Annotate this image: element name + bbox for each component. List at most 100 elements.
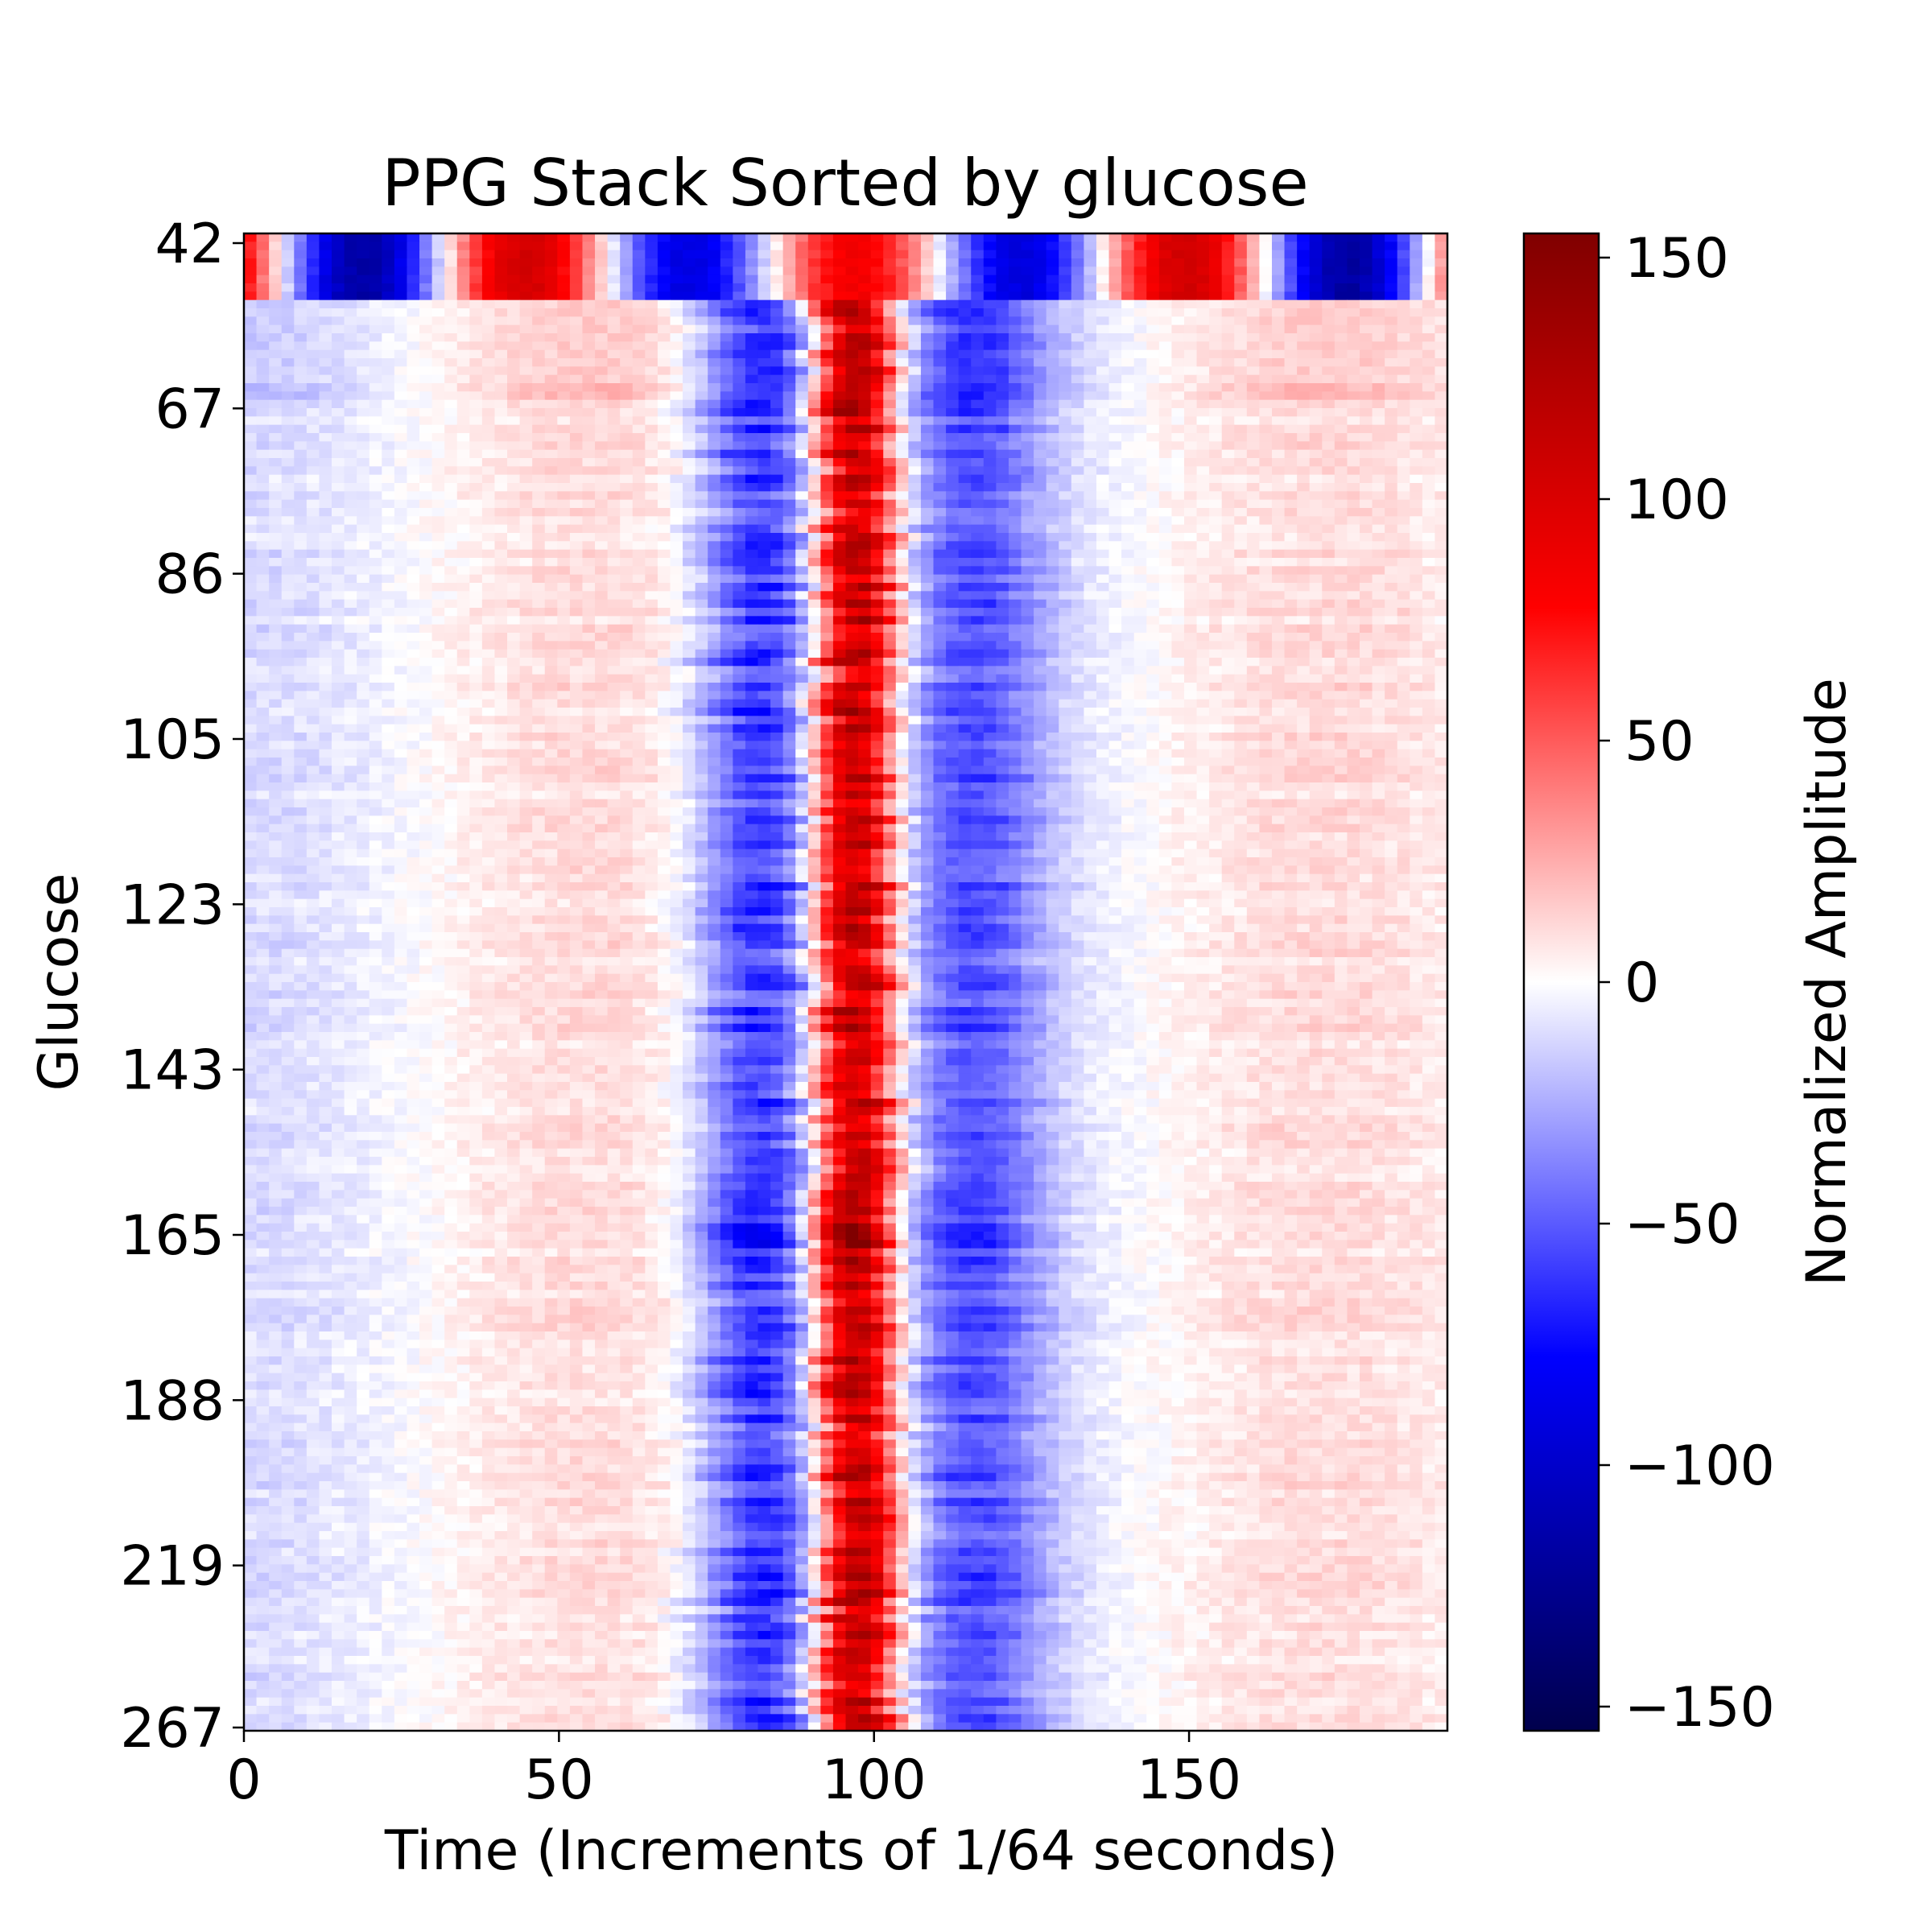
- heatmap-cell: [557, 349, 571, 359]
- heatmap-cell: [1246, 524, 1260, 534]
- heatmap-cell: [1359, 624, 1373, 634]
- heatmap-cell: [820, 574, 834, 584]
- heatmap-cell: [782, 499, 796, 509]
- heatmap-cell: [933, 583, 947, 592]
- heatmap-cell: [569, 374, 584, 384]
- heatmap-cell: [419, 466, 433, 476]
- heatmap-cell: [319, 275, 332, 284]
- heatmap-cell: [1234, 308, 1248, 317]
- heatmap-cell: [708, 399, 721, 409]
- heatmap-cell: [1435, 624, 1447, 634]
- heatmap-cell: [1108, 608, 1122, 617]
- heatmap-cell: [1108, 324, 1122, 334]
- heatmap-cell: [733, 549, 746, 559]
- heatmap-cell: [507, 416, 521, 426]
- heatmap-cell: [958, 449, 972, 459]
- heatmap-cell: [1422, 583, 1436, 592]
- heatmap-cell: [431, 424, 445, 434]
- heatmap-cell: [1171, 541, 1185, 551]
- heatmap-cell: [883, 383, 897, 392]
- heatmap-cell: [971, 250, 985, 259]
- heatmap-cell: [895, 424, 909, 434]
- heatmap-cell: [1158, 341, 1172, 351]
- heatmap-cell: [456, 266, 470, 276]
- heatmap-cell: [1034, 641, 1047, 650]
- heatmap-cell: [807, 416, 821, 426]
- heatmap-cell: [244, 591, 258, 601]
- heatmap-cell: [1196, 616, 1210, 625]
- heatmap-cell: [845, 283, 859, 292]
- heatmap-cell: [1158, 366, 1172, 376]
- heatmap-cell: [1096, 499, 1110, 509]
- heatmap-cell: [444, 416, 458, 426]
- heatmap-cell: [1021, 275, 1034, 284]
- heatmap-cell: [394, 491, 408, 501]
- heatmap-cell: [820, 649, 834, 658]
- heatmap-cell: [858, 333, 872, 342]
- heatmap-cell: [883, 291, 897, 301]
- heatmap-cell: [1234, 483, 1248, 492]
- heatmap-cell: [1008, 474, 1022, 484]
- heatmap-cell: [1284, 333, 1298, 342]
- heatmap-cell: [1422, 399, 1436, 409]
- heatmap-cell: [1385, 416, 1398, 426]
- heatmap-cell: [770, 558, 784, 567]
- heatmap-cell: [332, 433, 345, 442]
- heatmap-cell: [1133, 574, 1147, 584]
- heatmap-cell: [845, 449, 859, 459]
- heatmap-cell: [670, 641, 683, 650]
- heatmap-cell: [582, 541, 596, 551]
- heatmap-cell: [444, 599, 458, 609]
- heatmap-cell: [1385, 491, 1398, 501]
- heatmap-cell: [519, 316, 533, 326]
- heatmap-cell: [845, 466, 859, 476]
- heatmap-cell: [1121, 649, 1135, 658]
- heatmap-cell: [733, 458, 746, 467]
- heatmap-cell: [845, 649, 859, 658]
- heatmap-cell: [695, 508, 708, 517]
- heatmap-cell: [883, 566, 897, 576]
- heatmap-cell: [670, 366, 683, 376]
- heatmap-cell: [269, 449, 283, 459]
- heatmap-cell: [1422, 291, 1436, 301]
- heatmap-cell: [946, 424, 960, 434]
- heatmap-cell: [1021, 558, 1034, 567]
- heatmap-cell: [456, 524, 470, 534]
- heatmap-cell: [1359, 308, 1373, 317]
- heatmap-cell: [695, 416, 708, 426]
- heatmap-cell: [431, 499, 445, 509]
- heatmap-cell: [620, 299, 634, 309]
- heatmap-cell: [933, 549, 947, 559]
- heatmap-cell: [1347, 366, 1360, 376]
- heatmap-cell: [1121, 591, 1135, 601]
- heatmap-cell: [1183, 391, 1198, 401]
- heatmap-cell: [1246, 399, 1260, 409]
- heatmap-cell: [733, 483, 746, 492]
- heatmap-cell: [1284, 242, 1298, 251]
- heatmap-cell: [883, 541, 897, 551]
- heatmap-cell: [1259, 424, 1273, 434]
- heatmap-cell: [1071, 391, 1084, 401]
- heatmap-cell: [1008, 549, 1022, 559]
- heatmap-cell: [782, 358, 796, 367]
- heatmap-cell: [507, 633, 521, 642]
- heatmap-cell: [1435, 316, 1447, 326]
- heatmap-cell: [1183, 591, 1198, 601]
- heatmap-cell: [431, 291, 445, 301]
- heatmap-cell: [858, 624, 872, 634]
- heatmap-cell: [807, 316, 821, 326]
- heatmap-cell: [708, 466, 721, 476]
- heatmap-cell: [670, 591, 683, 601]
- heatmap-cell: [1183, 233, 1198, 242]
- heatmap-cell: [544, 399, 558, 409]
- heatmap-cell: [807, 608, 821, 617]
- heatmap-cell: [419, 508, 433, 517]
- heatmap-cell: [832, 358, 847, 367]
- heatmap-cell: [933, 458, 947, 467]
- heatmap-cell: [683, 358, 696, 367]
- heatmap-cell: [983, 424, 997, 434]
- heatmap-cell: [996, 524, 1009, 534]
- heatmap-cell: [670, 516, 683, 526]
- heatmap-cell: [394, 283, 408, 292]
- heatmap-cell: [1385, 299, 1398, 309]
